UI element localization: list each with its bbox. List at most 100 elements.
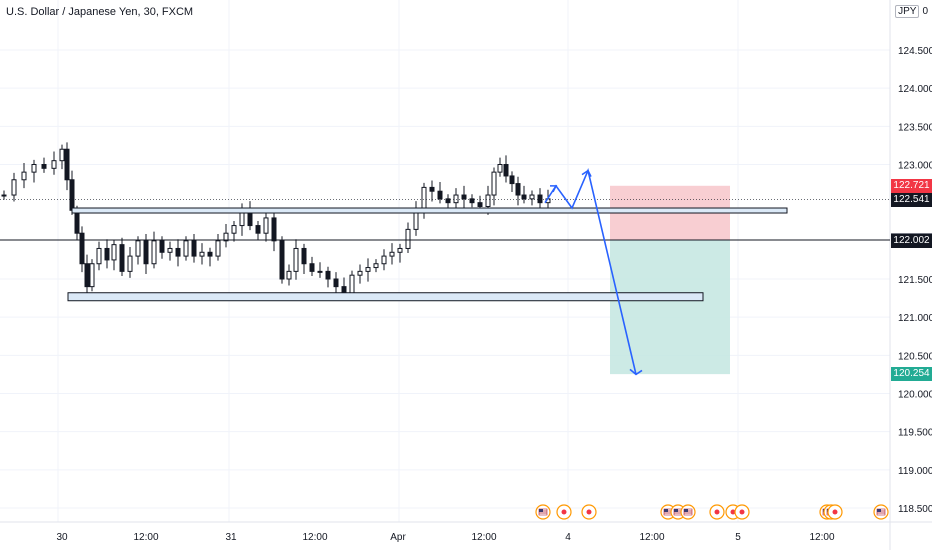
price-axis[interactable]: 124.500 124.000 123.500 123.000 121.500 121.0… [898, 46, 932, 515]
time-tick-label: 12:00 [809, 532, 834, 543]
candle-body [159, 240, 165, 253]
price-tick-label: 123.000 [898, 161, 932, 172]
candle-body [373, 263, 379, 269]
price-tick-label: 120.000 [898, 390, 932, 401]
candle-body [271, 217, 277, 242]
candle-body [389, 251, 395, 257]
candle-body [127, 255, 133, 272]
candle-body [381, 255, 387, 265]
candle-body [515, 183, 521, 196]
candle-body [1, 194, 7, 197]
candle-body [255, 225, 261, 234]
candle-body [11, 179, 17, 196]
candle-body [477, 202, 483, 207]
time-tick-label: 4 [565, 532, 571, 543]
price-tick-label: 119.500 [898, 428, 932, 439]
candle-body [503, 164, 509, 177]
currency-unit: JPY [895, 5, 920, 18]
candle-body [96, 247, 102, 265]
drawings[interactable] [0, 168, 890, 376]
candle-body [111, 244, 117, 261]
candle-body [69, 179, 75, 211]
candle-body [59, 148, 65, 162]
price-tick-label: 121.500 [898, 275, 932, 286]
event-dot-icon[interactable] [734, 504, 750, 520]
candle-body [333, 278, 339, 288]
candle-body [453, 194, 459, 204]
us-flag-icon[interactable] [680, 504, 696, 520]
us-flag-icon[interactable] [873, 504, 889, 520]
arrow-head-icon [629, 368, 643, 376]
time-tick-label: 31 [225, 532, 237, 543]
currency-indicator[interactable]: JPY 0 [895, 5, 928, 18]
candle-body [279, 240, 285, 280]
candle-body [41, 164, 47, 169]
candle-body [529, 194, 535, 200]
event-dot-icon[interactable] [827, 504, 843, 520]
time-tick-label: Apr [390, 532, 406, 543]
candle-body [521, 194, 527, 200]
candle-body [309, 263, 315, 272]
candle-body [537, 194, 543, 204]
candle-body [64, 148, 70, 181]
price-label: 120.254 [891, 367, 932, 382]
candle-body [357, 270, 363, 276]
time-tick-label: 30 [56, 532, 68, 543]
price-tick-label: 118.500 [898, 504, 932, 515]
candle-body [231, 225, 237, 234]
candle-body [469, 198, 475, 204]
price-tick-label: 121.000 [898, 313, 932, 324]
event-dot-icon[interactable] [556, 504, 572, 520]
resistance-zone[interactable] [71, 207, 788, 214]
candle-body [104, 247, 110, 261]
candle-body [79, 232, 85, 265]
currency-value: 0 [922, 6, 928, 17]
price-tick-label: 119.000 [898, 466, 932, 477]
candle-body [31, 164, 37, 173]
price-tick-label: 124.000 [898, 84, 932, 95]
candle-body [317, 270, 323, 273]
us-flag-icon[interactable] [535, 504, 551, 520]
candle-body [21, 171, 27, 181]
time-tick-label: 12:00 [133, 532, 158, 543]
candle-body [263, 217, 269, 234]
candle-body [175, 247, 181, 257]
candle-body [301, 247, 307, 265]
candle-body [293, 247, 299, 272]
time-axis[interactable]: 30 12:00 31 12:00 Apr 12:00 4 12:00 5 12:00 [56, 532, 835, 543]
symbol-title[interactable]: U.S. Dollar / Japanese Yen, 30, FXCM [6, 6, 194, 18]
time-tick-label: 12:00 [639, 532, 664, 543]
candle-body [84, 263, 90, 288]
candle-body [207, 251, 213, 257]
candle-body [191, 240, 197, 257]
candle-body [509, 175, 515, 185]
price-label: 122.002 [891, 233, 932, 248]
time-tick-label: 12:00 [302, 532, 327, 543]
time-tick-label: 5 [735, 532, 741, 543]
candle-body [51, 160, 57, 169]
candlesticks [1, 142, 551, 301]
support-zone[interactable] [67, 292, 704, 302]
candle-body [151, 240, 157, 265]
candle-body [421, 186, 427, 211]
candle-body [461, 194, 467, 200]
event-dot-icon[interactable] [581, 504, 597, 520]
take-profit-zone[interactable] [610, 239, 730, 375]
candle-body [135, 240, 141, 257]
candle-body [397, 247, 403, 253]
position-zones[interactable] [610, 185, 730, 375]
candle-body [491, 171, 497, 196]
candle-body [167, 247, 173, 253]
arrow-head-icon [550, 185, 558, 193]
candle-body [437, 190, 443, 200]
event-dot-icon[interactable] [709, 504, 725, 520]
candle-body [223, 232, 229, 242]
economic-events[interactable] [535, 504, 889, 520]
candle-body [119, 244, 125, 272]
price-tick-label: 124.500 [898, 46, 932, 57]
candle-body [183, 240, 189, 257]
candle-body [485, 194, 491, 207]
candle-body [497, 164, 503, 173]
